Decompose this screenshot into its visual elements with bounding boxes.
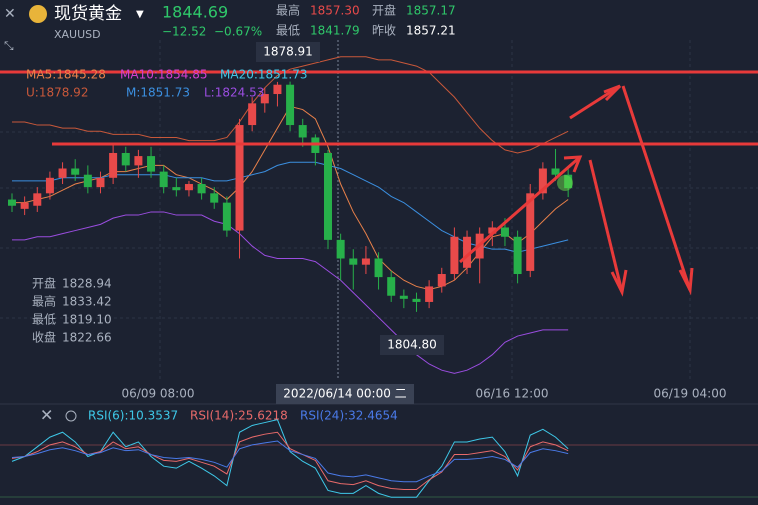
candle-body: [134, 156, 143, 166]
drawings: [0, 70, 758, 297]
candle-body: [235, 125, 244, 231]
dropdown[interactable]: ▼: [136, 9, 144, 20]
legend-rsi24: RSI(24):32.4654: [300, 409, 398, 423]
legend-u: U:1878.92: [26, 86, 88, 100]
candle-body: [172, 187, 181, 191]
candle-body: [412, 298, 421, 302]
legend-ma20: MA20:1851.73: [220, 68, 308, 82]
value: 1857.30: [310, 4, 360, 18]
x-label: 06/16 12:00: [476, 387, 549, 401]
candle-body: [387, 277, 396, 296]
symbol-name[interactable]: 现货黄金: [54, 4, 122, 24]
candle-body: [551, 168, 560, 175]
label: 开盘: [32, 276, 56, 291]
close-rsi[interactable]: ✕: [40, 406, 53, 425]
settings[interactable]: [65, 410, 77, 422]
candle-body: [286, 84, 295, 126]
candle-body: [121, 152, 130, 166]
change-pct: −0.67%: [214, 25, 262, 39]
label-box: [256, 42, 320, 62]
candle-body: [450, 236, 459, 275]
coin-icon: [29, 5, 47, 23]
candle-body: [526, 193, 535, 271]
candle-body: [184, 184, 193, 191]
x-label: 06/19 04:00: [654, 387, 727, 401]
expand-button[interactable]: ⤡: [4, 39, 14, 53]
candle-body: [45, 177, 54, 194]
value: 1822.66: [62, 331, 112, 345]
candle-body: [513, 236, 522, 275]
indicator-line: [11, 440, 569, 483]
label: 昨收: [372, 24, 396, 38]
value: 1841.79: [310, 24, 360, 38]
indicator-line: [12, 211, 569, 374]
tooltip: 开盘 1828.94 最高 1833.42 最低 1819.10 收盘 1822.66: [32, 276, 112, 345]
legend-l: L:1824.53: [204, 86, 264, 100]
candle-body: [147, 156, 156, 172]
candle-body: [273, 84, 282, 95]
label: 收盘: [32, 330, 56, 345]
candle-body: [437, 274, 446, 287]
candle-body: [298, 125, 307, 138]
value: 1833.42: [62, 295, 112, 309]
candle-body: [349, 258, 358, 265]
indicator-line: [11, 431, 569, 490]
indicator-line: [12, 56, 569, 154]
candle-body: [500, 227, 509, 237]
candle-body: [336, 239, 345, 259]
close-button[interactable]: ✕: [4, 6, 16, 22]
candle-body: [488, 227, 497, 234]
candle-body: [159, 171, 168, 188]
legend-m: M:1851.73: [126, 86, 190, 100]
candle-body: [361, 258, 370, 265]
x-label: 06/09 08:00: [122, 387, 195, 401]
legend-rsi14: RSI(14):25.6218: [190, 409, 288, 423]
candle-body: [71, 168, 80, 175]
candle-body: [463, 236, 472, 268]
symbol-code: XAUUSD: [54, 28, 101, 41]
candle-body: [33, 193, 42, 206]
value: 1819.10: [62, 313, 112, 327]
candle-body: [425, 286, 434, 302]
crosshair-box: [276, 384, 414, 404]
indicator-line: [12, 161, 569, 253]
label: 最高: [32, 294, 56, 309]
label-box: [380, 335, 444, 355]
candle-body: [222, 202, 231, 231]
legend-ma10: MA10:1854.85: [120, 68, 208, 82]
value: 1857.21: [406, 24, 456, 38]
candle-body: [83, 174, 92, 188]
live-dot: [557, 175, 573, 191]
change: −12.52: [162, 25, 206, 39]
candle-body: [324, 152, 332, 240]
candle-body: [58, 168, 67, 178]
label: 最高: [276, 3, 300, 18]
min-label: 1804.80: [387, 338, 437, 352]
price: 1844.69: [162, 3, 228, 22]
indicator-line: [11, 419, 569, 498]
legend-ma5: MA5:1845.28: [26, 68, 106, 82]
value: 1828.94: [62, 277, 112, 291]
label: 最低: [32, 313, 56, 327]
candle-body: [96, 177, 105, 188]
candle-body: [399, 295, 408, 299]
candle-body: [20, 202, 29, 209]
value: 1857.17: [406, 4, 456, 18]
legend-rsi6: RSI(6):10.3537: [88, 409, 178, 423]
candle-body: [248, 103, 257, 126]
candle-body: [197, 184, 206, 194]
candle-body: [538, 168, 547, 194]
label: 最低: [276, 24, 300, 38]
candle-body: [109, 152, 118, 178]
candle-body: [8, 199, 16, 206]
label: 开盘: [372, 3, 396, 18]
candle-body: [210, 193, 219, 203]
max-label: 1878.91: [263, 45, 313, 59]
candle-body: [260, 94, 269, 104]
candle-body: [374, 258, 383, 278]
x-label: 2022/06/14 00:00 二: [283, 387, 406, 401]
